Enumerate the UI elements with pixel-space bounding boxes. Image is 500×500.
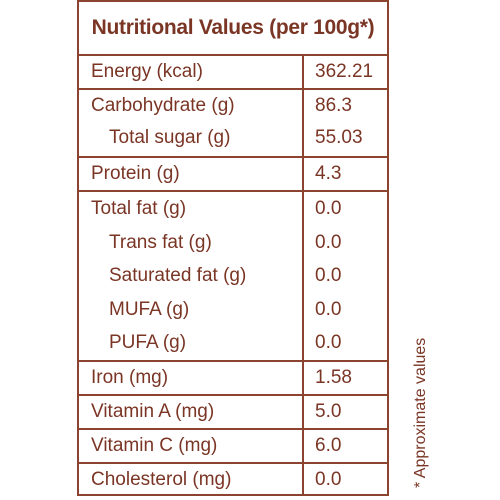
group-iron [79,360,387,394]
group-carbohydrate [79,88,387,156]
nutrient-value: 6.0 [315,435,342,456]
nutrient-value: 0.0 [315,469,342,490]
nutrient-value: 5.0 [315,401,342,422]
group-energy [79,54,387,88]
nutrient-name: Protein (g) [91,163,180,184]
nutrient-value: 0.0 [315,232,342,253]
approximate-values-note: * Approximate values [412,337,429,488]
nutrient-name: Saturated fat (g) [109,265,247,286]
table-row: Protein (g) 4.3 [79,157,387,191]
column-divider [302,54,304,494]
nutrient-name: Trans fat (g) [109,232,212,253]
nutrient-name: Energy (kcal) [91,61,203,82]
table-row: Carbohydrate (g) 86.3 [79,89,387,123]
table-title: Nutritional Values (per 100g*) [91,16,375,39]
nutrient-name: Carbohydrate (g) [91,95,235,116]
group-protein [79,156,387,190]
group-cholesterol [79,462,387,496]
table-row: Vitamin C (mg) 6.0 [79,429,387,463]
nutrient-value: 4.3 [315,163,342,184]
table-row: Cholesterol (mg) 0.0 [79,463,387,497]
table-row: MUFA (g) 0.0 [79,293,387,327]
table-row: Trans fat (g) 0.0 [79,226,387,260]
nutrient-value: 0.0 [315,299,342,320]
nutrient-name: Cholesterol (mg) [91,469,232,490]
nutrient-name: Total sugar (g) [109,127,231,148]
nutrient-name: MUFA (g) [109,299,190,320]
nutrient-value: 0.0 [315,198,342,219]
table-row: PUFA (g) 0.0 [79,326,387,360]
nutrient-name: Iron (mg) [91,367,169,388]
nutrient-name: Vitamin C (mg) [91,435,218,456]
nutrient-value: 362.21 [315,61,374,82]
nutrient-name: Total fat (g) [91,198,187,219]
table-row: Vitamin A (mg) 5.0 [79,395,387,429]
table-row: Total sugar (g) 55.03 [79,121,387,155]
nutrient-value: 86.3 [315,95,352,116]
nutrient-value: 1.58 [315,367,352,388]
nutrient-name: Vitamin A (mg) [91,401,215,422]
table-row: Total fat (g) 0.0 [79,192,387,226]
group-vitamin-c [79,428,387,462]
table-row: Saturated fat (g) 0.0 [79,259,387,293]
nutrient-value: 55.03 [315,127,363,148]
nutrient-value: 0.0 [315,332,342,353]
group-vitamin-a [79,394,387,428]
group-fat [79,190,387,360]
nutrition-table: Nutritional Values (per 100g*) Energy (k… [77,0,389,496]
table-row: Energy (kcal) 362.21 [79,55,387,89]
nutrient-value: 0.0 [315,265,342,286]
table-row: Iron (mg) 1.58 [79,361,387,395]
nutrient-name: PUFA (g) [109,332,187,353]
